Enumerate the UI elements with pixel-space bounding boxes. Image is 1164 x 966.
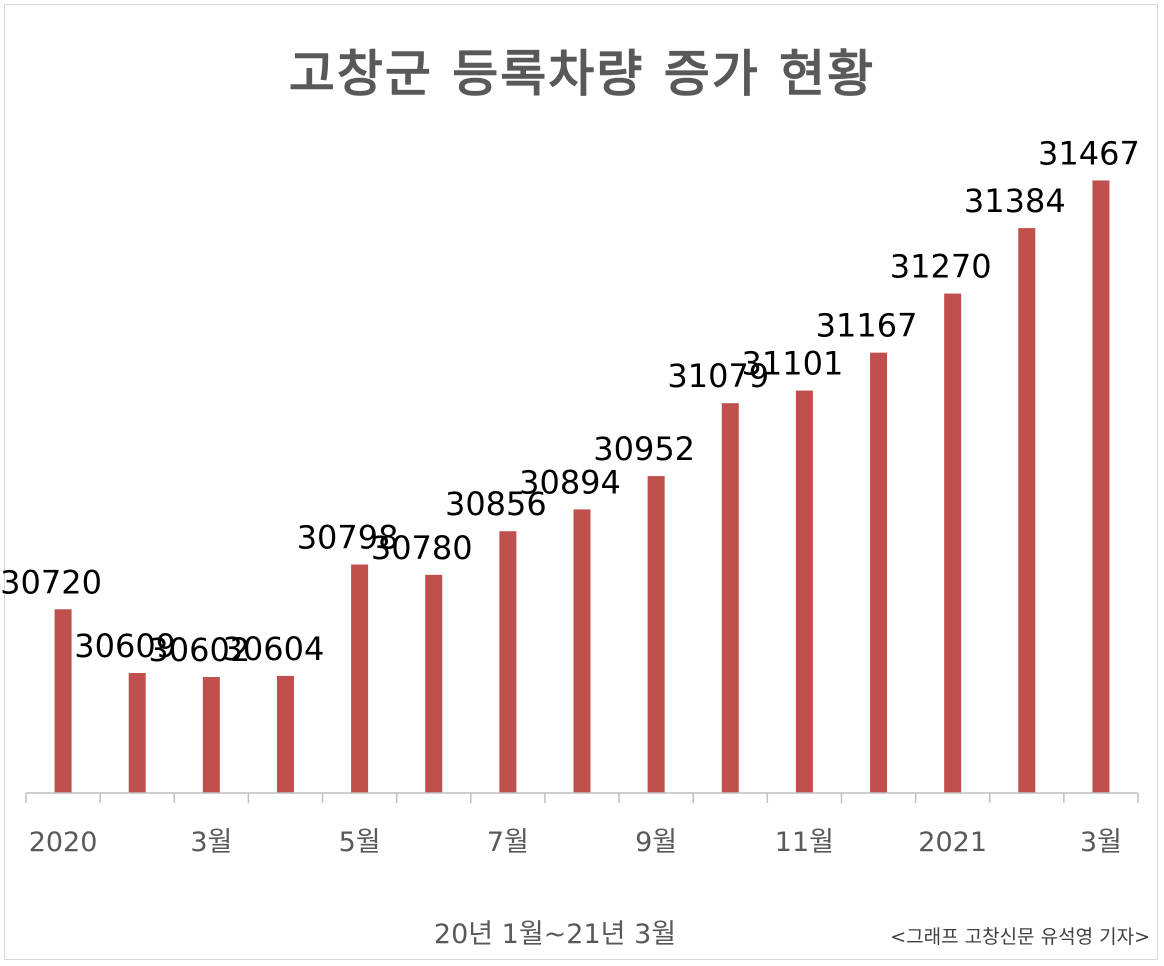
data-label: 31467 [1038,134,1140,172]
bar [202,677,220,793]
data-label: 30952 [593,430,695,468]
tick-labels-group: 2020 3월 5월 7월 9월 11월 2021 3월 [29,827,1122,858]
tick-label: 9월 [635,827,677,858]
tick-label: 2021 [918,827,987,858]
bar [54,609,72,793]
tick-label: 5월 [339,827,381,858]
data-label: 30780 [371,529,473,567]
bar [499,531,517,793]
bar [647,476,665,793]
bars-group [54,180,1110,794]
chart-frame [4,4,1158,960]
bar [425,574,443,793]
data-label: 31384 [964,182,1066,220]
source-credit: <그래프 고창신문 유석영 기자> [890,926,1150,948]
data-label: 30604 [223,630,325,668]
bar [721,403,739,793]
data-label: 31101 [742,345,844,383]
data-label: 31270 [890,248,992,286]
tick-label: 3월 [190,827,232,858]
data-label: 30798 [297,519,399,557]
data-label: 30602 [148,631,250,669]
tick-label: 11월 [775,827,834,858]
bar [351,564,369,793]
data-label: 31167 [816,307,918,345]
bar [573,509,591,793]
bar [1018,228,1036,794]
bar [944,293,962,793]
data-label: 30856 [445,485,547,523]
chart-title: 고창군 등록차량 증가 현황 [288,45,876,103]
x-axis-label: 20년 1월~21년 3월 [433,919,677,950]
bar [870,352,888,793]
data-label: 31079 [667,357,769,395]
data-label: 30720 [0,563,102,601]
tick-label: 3월 [1080,827,1122,858]
x-axis [25,792,1139,803]
data-label: 30609 [74,627,176,665]
bar [128,673,146,793]
tick-label: 2020 [29,827,98,858]
bar [276,675,294,793]
tick-label: 7월 [487,827,529,858]
data-label: 30894 [519,463,621,501]
bar [1092,180,1110,793]
bar [795,390,813,793]
